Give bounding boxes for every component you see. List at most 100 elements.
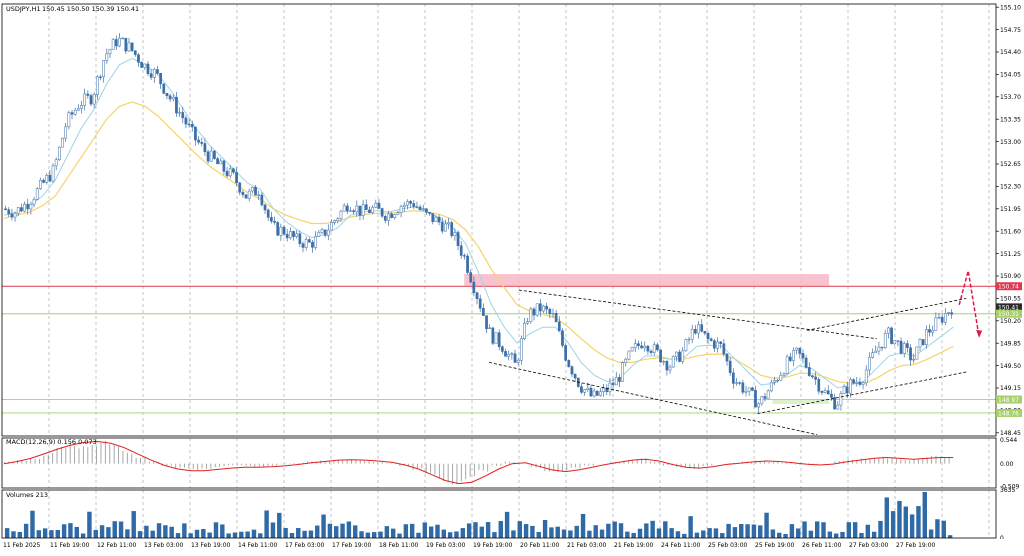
candle-down	[197, 139, 200, 143]
candle-down	[532, 308, 536, 316]
candle-up	[915, 346, 919, 360]
candle-down	[858, 381, 862, 385]
candle-down	[706, 333, 710, 340]
ma-slow-line	[3, 101, 954, 385]
candle-down	[573, 373, 577, 379]
candle-up	[535, 303, 539, 316]
candle-up	[54, 159, 58, 167]
candle-down	[409, 201, 412, 204]
candle-up	[279, 226, 283, 236]
candle-up	[861, 382, 865, 385]
candle-up	[507, 354, 511, 357]
macd-tick-label: -0.509	[1000, 483, 1020, 490]
candle-up	[779, 374, 783, 381]
candle-up	[317, 232, 321, 237]
candle-down	[811, 375, 814, 378]
candle-up	[349, 210, 352, 212]
candle-up	[13, 212, 17, 218]
candle-up	[795, 347, 798, 351]
candle-down	[722, 343, 726, 355]
candle-up	[602, 387, 605, 392]
candle-up	[633, 343, 637, 348]
candle-down	[589, 387, 593, 397]
candle-up	[877, 346, 881, 352]
candle-up	[314, 236, 318, 248]
candle-up	[586, 387, 590, 390]
price-tick-label: 150.90	[1000, 273, 1021, 280]
candle-up	[330, 222, 333, 231]
candle-up	[257, 194, 261, 197]
candle-down	[557, 321, 561, 331]
candle-up	[592, 390, 596, 397]
time-label: 11 Feb 2025	[3, 542, 41, 549]
candle-up	[937, 316, 941, 319]
price-tick-label: 154.75	[1000, 27, 1021, 34]
candle-down	[880, 346, 884, 349]
macd-panel-frame	[1, 437, 997, 489]
candle-up	[871, 352, 874, 358]
candle-down	[570, 366, 574, 375]
candle-up	[823, 390, 827, 393]
candle-down	[807, 367, 811, 376]
candle-down	[415, 206, 419, 208]
candle-up	[121, 37, 125, 40]
candle-up	[361, 204, 365, 216]
candle-down	[292, 231, 295, 237]
candle-down	[921, 339, 925, 346]
candle-down	[276, 222, 280, 236]
trendlines[interactable]	[488, 289, 967, 436]
candle-up	[326, 229, 330, 236]
time-label: 25 Feb 19:00	[755, 542, 795, 549]
candle-up	[304, 239, 308, 248]
candle-down	[364, 204, 368, 211]
candle-up	[209, 150, 213, 162]
candle-down	[190, 124, 194, 128]
candle-up	[16, 207, 20, 214]
candle-down	[497, 332, 501, 347]
candle-down	[194, 126, 197, 141]
candle-up	[95, 76, 99, 95]
candle-up	[336, 218, 340, 221]
candle-down	[852, 379, 855, 384]
candle-down	[826, 390, 830, 395]
candle-up	[92, 94, 96, 105]
price-label-text: 150.74	[998, 284, 1019, 291]
price-tick-label: 153.00	[1000, 139, 1021, 146]
candle-up	[757, 403, 761, 408]
candle-up	[295, 233, 299, 237]
candle-down	[801, 353, 805, 359]
time-label: 18 Feb 11:00	[379, 542, 419, 549]
candle-down	[491, 327, 495, 344]
candle-down	[70, 112, 74, 115]
candle-up	[402, 204, 406, 207]
candle-down	[845, 386, 849, 394]
candle-up	[614, 377, 618, 386]
price-zones	[464, 274, 830, 404]
candle-down	[307, 239, 311, 243]
candle-up	[849, 379, 852, 394]
candle-up	[64, 126, 68, 139]
candle-up	[58, 146, 61, 160]
candle-up	[45, 175, 49, 183]
candle-down	[611, 382, 615, 386]
candle-up	[510, 353, 514, 355]
candle-down	[368, 209, 371, 213]
candle-up	[747, 387, 751, 392]
candle-up	[902, 343, 906, 354]
price-tick-label: 150.20	[1000, 318, 1021, 325]
candle-down	[798, 347, 802, 354]
candle-down	[146, 63, 150, 74]
macd-label: MACD(12,26,9) 0.156 0.073	[6, 438, 97, 446]
candle-down	[713, 340, 716, 349]
horizontal-lines	[2, 285, 996, 414]
main-panel-frame	[1, 3, 997, 437]
candle-down	[830, 393, 833, 398]
time-label: 21 Feb 03:00	[567, 542, 607, 549]
time-label: 25 Feb 03:00	[708, 542, 748, 549]
candle-down	[323, 229, 327, 236]
candle-down	[564, 345, 567, 361]
candle-up	[178, 112, 181, 114]
candle-down	[754, 390, 757, 408]
